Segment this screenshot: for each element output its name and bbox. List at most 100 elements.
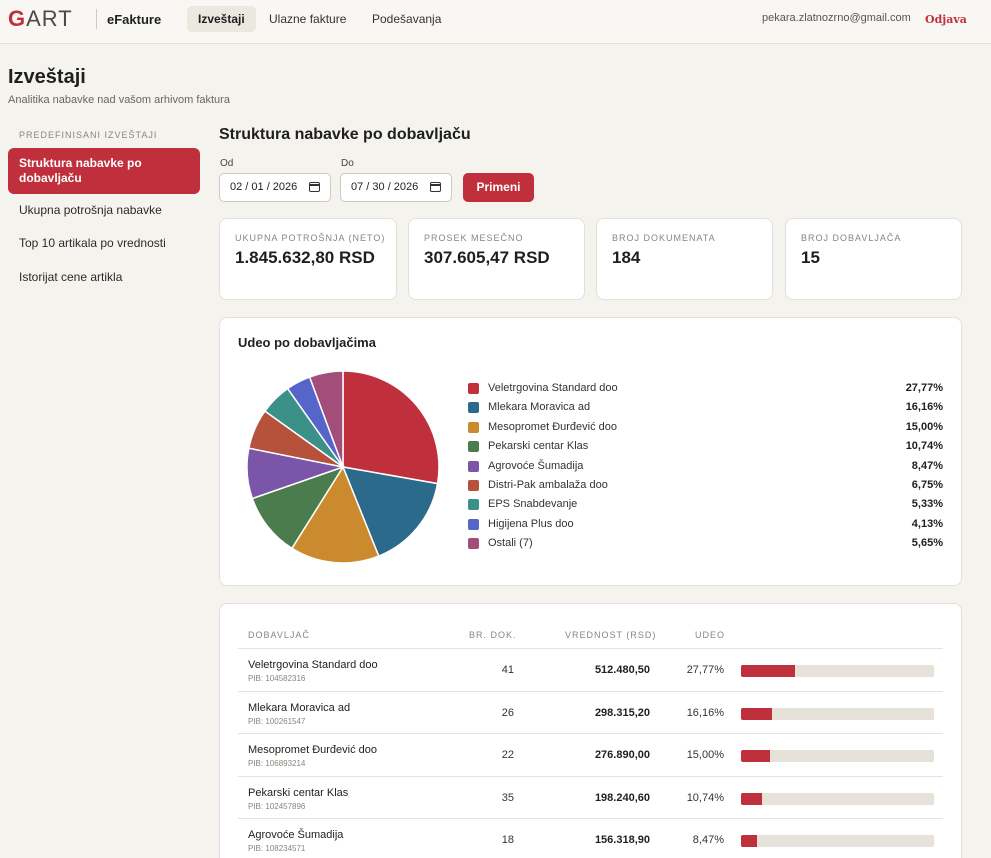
legend-item[interactable]: Higijena Plus doo 4,13% bbox=[468, 517, 943, 533]
kpi-label: BROJ DOKUMENATA bbox=[612, 233, 716, 243]
gart-logo[interactable]: GART bbox=[8, 6, 73, 31]
calendar-icon[interactable] bbox=[430, 182, 441, 192]
pie-slice[interactable] bbox=[342, 370, 440, 485]
supplier-name: Pekarski centar Klas bbox=[248, 786, 349, 799]
legend-label: Veletrgovina Standard doo bbox=[488, 382, 618, 394]
calendar-icon[interactable] bbox=[309, 182, 320, 192]
from-label: Od bbox=[220, 158, 234, 169]
nav-tab-incoming-invoices[interactable]: Ulazne fakture bbox=[269, 12, 347, 26]
table-row[interactable]: Agrovoće Šumadija PIB: 108234571 18 156.318… bbox=[238, 818, 943, 858]
legend-percentage: 5,65% bbox=[911, 537, 943, 550]
doc-count: 18 bbox=[501, 834, 514, 847]
sidebar-item-supplier-structure[interactable]: Struktura nabavke po dobavljaču bbox=[8, 148, 200, 194]
page-title: Izveštaji bbox=[8, 66, 86, 88]
column-header-share[interactable]: UDEO bbox=[695, 630, 726, 640]
kpi-card-supplier-count: BROJ DOBAVLJAČA 15 bbox=[785, 218, 962, 300]
supplier-share: 27,77% bbox=[686, 664, 724, 676]
share-bar-fill bbox=[741, 707, 773, 720]
supplier-name: Mlekara Moravica ad bbox=[248, 701, 351, 714]
sidebar-item-top10-items[interactable]: Top 10 artikala po vrednosti bbox=[19, 236, 166, 250]
legend-item[interactable]: Mesopromet Đurđević doo 15,00% bbox=[468, 420, 943, 436]
supplier-pib: PIB: 102457896 bbox=[248, 801, 306, 811]
logo-divider bbox=[96, 9, 97, 29]
share-bar-fill bbox=[741, 792, 762, 805]
legend-swatch bbox=[468, 518, 479, 530]
supplier-name: Veletrgovina Standard doo bbox=[248, 659, 378, 671]
kpi-label: BROJ DOBAVLJAČA bbox=[801, 233, 902, 243]
table-row[interactable]: Pekarski centar Klas PIB: 102457896 35 198.… bbox=[238, 775, 943, 819]
doc-count: 22 bbox=[501, 749, 514, 762]
kpi-card-document-count: BROJ DOKUMENATA 184 bbox=[596, 218, 773, 300]
column-header-doc-count[interactable]: BR. DOK. bbox=[469, 630, 517, 640]
legend-percentage: 4,13% bbox=[911, 517, 943, 530]
supplier-pib: PIB: 100261547 bbox=[248, 716, 306, 726]
doc-count: 35 bbox=[501, 791, 514, 804]
to-label: Do bbox=[341, 158, 354, 169]
report-title: Struktura nabavke po dobavljaču bbox=[219, 126, 471, 143]
sidebar-item-total-spend[interactable]: Ukupna potrošnja nabavke bbox=[19, 203, 162, 217]
share-bar bbox=[741, 665, 934, 677]
sidebar-item-price-history[interactable]: Istorijat cene artikla bbox=[19, 270, 123, 284]
legend-swatch bbox=[468, 441, 479, 453]
legend-label: Mesopromet Đurđević doo bbox=[488, 420, 618, 433]
to-date-input[interactable]: 07 / 30 / 2026 bbox=[340, 173, 452, 202]
legend-label: Mlekara Moravica ad bbox=[488, 401, 591, 414]
column-header-supplier[interactable]: DOBAVLJAČ bbox=[248, 630, 310, 640]
legend-swatch bbox=[468, 421, 479, 433]
table-row[interactable]: Mlekara Moravica ad PIB: 100261547 26 298.3… bbox=[238, 690, 943, 734]
share-bar-fill bbox=[741, 835, 758, 848]
legend-item[interactable]: Agrovoće Šumadija 8,47% bbox=[468, 459, 943, 475]
legend-swatch bbox=[468, 383, 479, 394]
nav-tab-reports[interactable]: Izveštaji bbox=[187, 6, 256, 32]
pie-slice[interactable] bbox=[290, 465, 380, 564]
supplier-value: 512.480,50 bbox=[594, 664, 650, 676]
kpi-value: 307.605,47 RSD bbox=[424, 248, 550, 267]
pie-slice[interactable] bbox=[308, 370, 344, 468]
kpi-label: PROSEK MESEČNO bbox=[424, 233, 524, 243]
supplier-value: 156.318,90 bbox=[594, 834, 650, 847]
legend-item[interactable]: Ostali (7) 5,65% bbox=[468, 536, 943, 552]
supplier-share: 8,47% bbox=[692, 834, 724, 847]
legend-swatch bbox=[468, 402, 479, 414]
legend-item[interactable]: EPS Snabdevanje 5,33% bbox=[468, 497, 943, 513]
legend-label: Agrovoće Šumadija bbox=[488, 459, 584, 472]
apply-button[interactable]: Primeni bbox=[463, 173, 534, 202]
from-date-input[interactable]: 02 / 01 / 2026 bbox=[219, 173, 331, 202]
legend-item[interactable]: Pekarski centar Klas 10,74% bbox=[468, 439, 943, 455]
table-row[interactable]: Veletrgovina Standard doo PIB: 104582316 4… bbox=[238, 648, 943, 691]
supplier-share-card: Udeo po dobavljačima Veletrgovina Standa… bbox=[219, 317, 962, 586]
kpi-label: UKUPNA POTROŠNJA (NETO) bbox=[235, 233, 386, 243]
legend-label: Distri-Pak ambalaža doo bbox=[488, 479, 608, 491]
kpi-card-total-spend: UKUPNA POTROŠNJA (NETO) 1.845.632,80 RSD bbox=[219, 218, 397, 300]
legend-percentage: 8,47% bbox=[911, 459, 943, 472]
legend-percentage: 27,77% bbox=[905, 382, 943, 394]
share-bar bbox=[741, 835, 934, 848]
supplier-value: 276.890,00 bbox=[594, 749, 650, 762]
supplier-value: 198.240,60 bbox=[594, 791, 650, 804]
pie-slice[interactable] bbox=[341, 466, 439, 558]
table-row[interactable]: Mesopromet Đurđević doo PIB: 106893214 22 2… bbox=[238, 733, 943, 776]
supplier-pib: PIB: 108234571 bbox=[248, 844, 306, 854]
chart-title: Udeo po dobavljačima bbox=[238, 335, 376, 350]
page-subtitle: Analitika nabavke nad vašom arhivom fakt… bbox=[8, 94, 230, 106]
share-bar bbox=[741, 792, 934, 805]
legend-percentage: 6,75% bbox=[911, 479, 943, 491]
legend-item[interactable]: Distri-Pak ambalaža doo 6,75% bbox=[468, 478, 943, 494]
supplier-table-card: DOBAVLJAČ BR. DOK. VREDNOST (RSD) UDEO V… bbox=[219, 603, 962, 858]
logout-link[interactable]: Odjava bbox=[925, 13, 967, 26]
supplier-pib: PIB: 104582316 bbox=[248, 674, 306, 683]
kpi-card-monthly-average: PROSEK MESEČNO 307.605,47 RSD bbox=[408, 218, 585, 300]
supplier-share-pie-chart bbox=[246, 370, 440, 564]
supplier-share: 10,74% bbox=[686, 791, 724, 804]
legend-percentage: 16,16% bbox=[905, 401, 943, 414]
legend-label: EPS Snabdevanje bbox=[488, 498, 578, 511]
kpi-value: 15 bbox=[801, 248, 820, 267]
doc-count: 26 bbox=[501, 706, 514, 719]
app-name: eFakture bbox=[107, 12, 162, 27]
nav-tab-settings[interactable]: Podešavanja bbox=[372, 12, 442, 26]
legend-item[interactable]: Veletrgovina Standard doo 27,77% bbox=[468, 381, 943, 397]
legend-swatch bbox=[468, 538, 479, 550]
column-header-value[interactable]: VREDNOST (RSD) bbox=[565, 630, 657, 640]
legend-label: Pekarski centar Klas bbox=[488, 440, 589, 453]
legend-item[interactable]: Mlekara Moravica ad 16,16% bbox=[468, 400, 943, 416]
